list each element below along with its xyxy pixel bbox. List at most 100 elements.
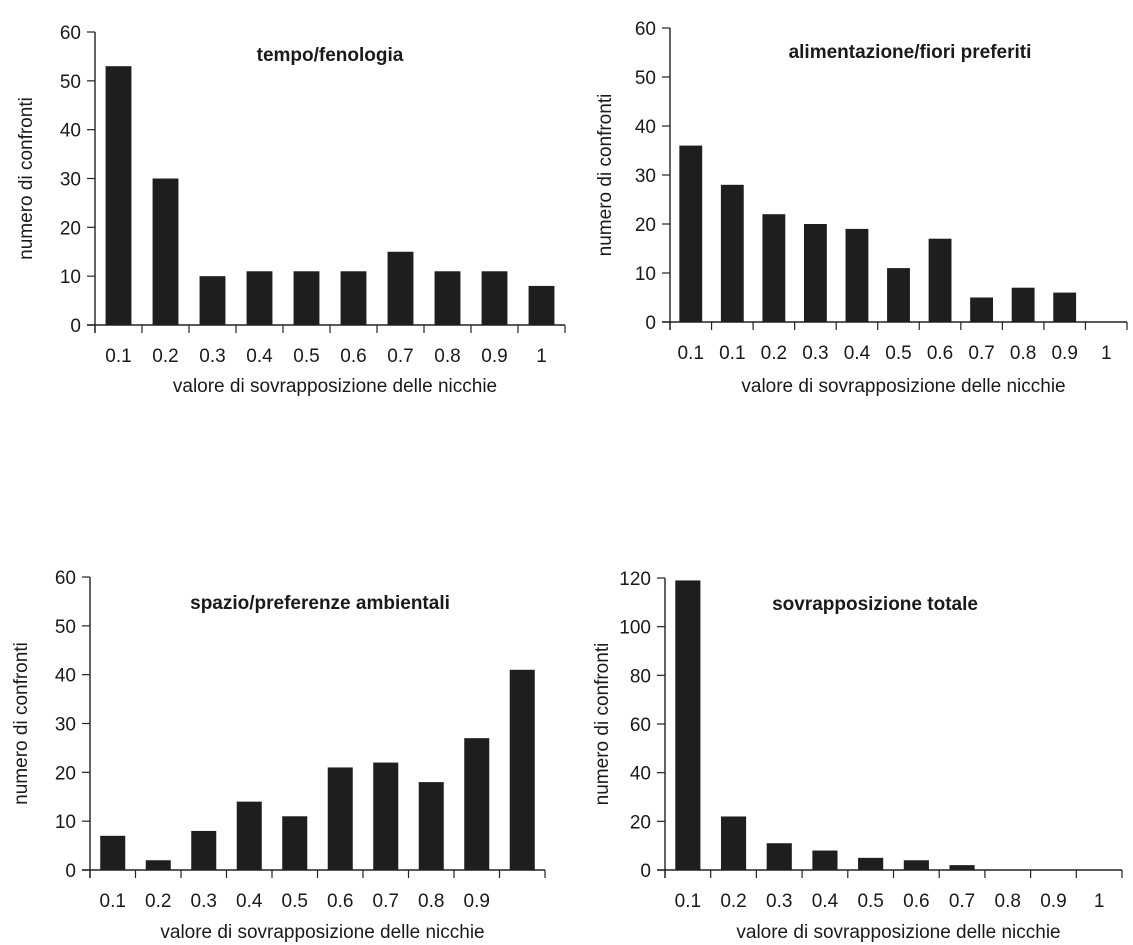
x-axis-title: valore di sovrapposizione delle nicchie	[736, 922, 1060, 943]
bar-3	[199, 276, 226, 325]
y-tick-label: 40	[60, 121, 81, 142]
x-tick-label: 1	[1101, 343, 1112, 364]
x-tick-label: 0.9	[1040, 891, 1066, 912]
y-tick-label: 60	[635, 19, 656, 40]
y-tick-label: 60	[60, 23, 81, 44]
y-tick-label: 40	[635, 117, 656, 138]
x-tick-label: 0.1	[100, 891, 126, 912]
chart-panel-2: 0 10 20 30 40 50 60 0.1 0.1 0.2 0.3 0.4 0.5 0.6 0.7 0.8…	[595, 19, 1128, 397]
panel-title: spazio/preferenze ambientali	[190, 593, 450, 614]
x-tick-label: 0.6	[903, 891, 929, 912]
y-axis-title: numero di confronti	[11, 642, 32, 805]
x-tick-label: 0.3	[802, 343, 828, 364]
x-tick-label: 0.2	[145, 891, 171, 912]
bar-10	[1053, 292, 1077, 322]
bar-10	[528, 285, 555, 325]
x-tick-label: 0.8	[434, 346, 460, 367]
x-tick-label: 0.8	[995, 891, 1021, 912]
bar-8	[970, 297, 994, 322]
bar-6	[327, 767, 353, 870]
x-tick-label: 1	[536, 346, 547, 367]
x-tick-label: 0.9	[464, 891, 490, 912]
bar-4	[246, 271, 273, 325]
x-tick-label: 0.8	[1010, 343, 1036, 364]
bar-2	[720, 816, 747, 870]
x-tick-label: 0.9	[481, 346, 507, 367]
bar-2	[152, 178, 179, 325]
x-tick-label: 0.6	[327, 891, 353, 912]
x-axis-title: valore di sovrapposizione delle nicchie	[160, 922, 484, 943]
bar-2	[145, 860, 171, 870]
y-tick-label: 120	[619, 569, 651, 590]
bar-1	[100, 835, 126, 870]
bar-4	[803, 224, 827, 322]
x-tick-label: 0.4	[246, 346, 273, 367]
y-tick-label: 20	[55, 763, 76, 784]
x-tick-label: 0.4	[812, 891, 839, 912]
x-tick-label: 0.1	[719, 343, 745, 364]
chart-panel-4: 0 20 40 60 80 100 120 0.1 0.2 0.3 0.4 0.5 0.6 0.7 0.8 0…	[592, 569, 1123, 943]
y-tick-label: 40	[55, 666, 76, 687]
x-tick-label: 0.6	[927, 343, 953, 364]
y-tick-label: 20	[635, 215, 656, 236]
y-tick-label: 0	[70, 316, 81, 337]
bar-6	[903, 860, 929, 870]
bar-9	[1011, 287, 1035, 322]
x-tick-label: 0.3	[766, 891, 792, 912]
y-tick-label: 50	[55, 617, 76, 638]
y-tick-label: 30	[60, 170, 81, 191]
bar-3	[762, 214, 786, 322]
bar-1	[675, 580, 701, 870]
bar-8	[434, 271, 461, 325]
bar-8	[418, 782, 444, 870]
y-tick-label: 100	[619, 618, 651, 639]
bar-5	[293, 271, 320, 325]
bar-1	[679, 145, 703, 322]
bar-3	[766, 843, 792, 870]
x-tick-label: 0.5	[885, 343, 911, 364]
x-tick-label: 0.6	[340, 346, 366, 367]
bar-9	[464, 738, 490, 870]
x-tick-label: 0.1	[678, 343, 704, 364]
x-tick-label: 0.5	[857, 891, 883, 912]
x-tick-label: 0.8	[418, 891, 444, 912]
chart-panel-1: 0 10 20 30 40 50 60 0.1 0.2 0.3 0.4 0.5 0.6 0.7 0.8 0.9…	[16, 23, 566, 397]
x-tick-label: 0.7	[373, 891, 399, 912]
x-tick-label: 0.3	[199, 346, 225, 367]
x-tick-label: 1	[1094, 891, 1105, 912]
bar-3	[191, 830, 217, 870]
panel-title: alimentazione/fiori preferiti	[789, 42, 1032, 63]
x-tick-label: 0.2	[761, 343, 787, 364]
bar-7	[928, 238, 952, 322]
bar-10	[509, 669, 535, 870]
bar-7	[373, 762, 399, 870]
panel-title: sovrapposizione totale	[772, 594, 978, 615]
y-tick-label: 30	[55, 715, 76, 736]
x-tick-label: 0.5	[293, 346, 319, 367]
x-tick-label: 0.7	[387, 346, 413, 367]
bar-7	[387, 251, 414, 325]
x-tick-label: 0.4	[236, 891, 263, 912]
x-tick-label: 0.2	[152, 346, 178, 367]
bar-1	[105, 66, 132, 325]
x-tick-label: 0.1	[105, 346, 131, 367]
y-tick-label: 10	[60, 267, 81, 288]
y-tick-label: 0	[645, 313, 656, 334]
x-tick-label: 0.7	[968, 343, 994, 364]
bar-5	[282, 816, 308, 870]
x-tick-label: 0.9	[1051, 343, 1077, 364]
bar-4	[812, 850, 838, 870]
x-tick-label: 0.4	[844, 343, 871, 364]
bar-4	[236, 801, 262, 870]
y-tick-label: 50	[635, 68, 656, 89]
bar-9	[481, 271, 508, 325]
x-tick-label: 0.5	[282, 891, 308, 912]
bar-5	[858, 857, 884, 870]
x-axis-title: valore di sovrapposizione delle nicchie	[741, 376, 1065, 397]
x-tick-label: 0.2	[720, 891, 746, 912]
bar-6	[887, 268, 910, 322]
y-tick-label: 0	[65, 861, 76, 882]
x-tick-label: 0.1	[675, 891, 701, 912]
y-tick-label: 10	[635, 264, 656, 285]
